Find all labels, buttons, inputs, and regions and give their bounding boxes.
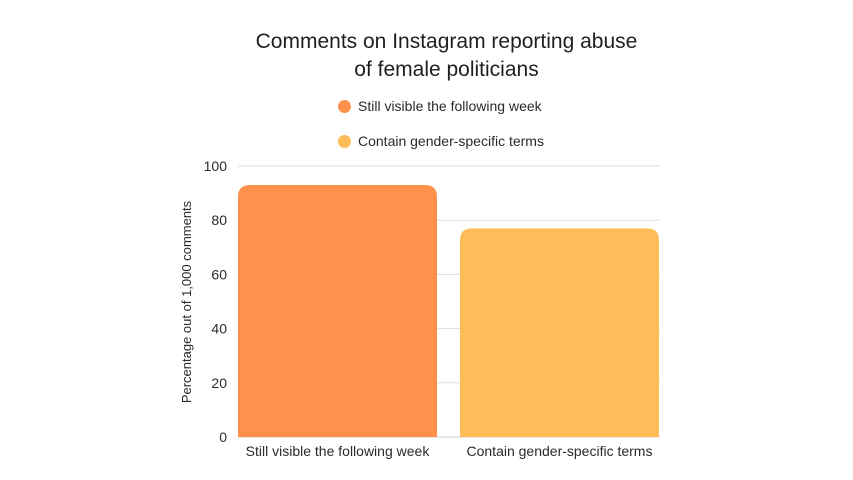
y-tick-label: 20 bbox=[211, 375, 227, 391]
chart-title-line-2: of female politicians bbox=[354, 58, 539, 81]
legend-label: Still visible the following week bbox=[358, 98, 542, 114]
y-tick-label: 80 bbox=[211, 212, 227, 228]
bar-still-visible bbox=[238, 184, 437, 437]
legend-swatch-icon bbox=[338, 134, 351, 148]
x-category-label: Still visible the following week bbox=[246, 443, 431, 459]
legend-item-still-visible: Still visible the following week bbox=[338, 98, 542, 114]
legend-label: Contain gender-specific terms bbox=[358, 133, 544, 149]
legend-swatch-icon bbox=[338, 99, 351, 113]
chart-title-line-1: Comments on Instagram reporting abuse bbox=[255, 30, 638, 53]
legend-item-gender-terms: Contain gender-specific terms bbox=[338, 133, 544, 149]
y-axis-label: Percentage out of 1,000 comments bbox=[179, 200, 194, 403]
y-tick-label: 0 bbox=[219, 429, 227, 445]
bar-gender-terms bbox=[460, 228, 659, 437]
y-tick-label: 40 bbox=[211, 321, 227, 337]
x-category-label: Contain gender-specific terms bbox=[467, 443, 653, 459]
y-tick-label: 100 bbox=[204, 158, 228, 174]
chart-title: Comments on Instagram reporting abuse of… bbox=[0, 28, 853, 84]
y-tick-label: 60 bbox=[211, 266, 227, 282]
